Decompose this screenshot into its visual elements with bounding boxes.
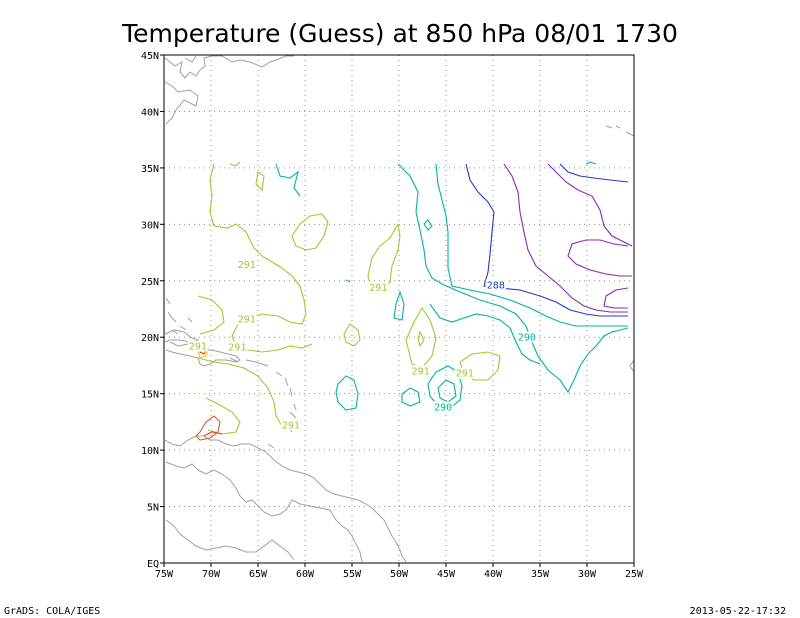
contour-label: 290 [518, 332, 536, 343]
contour-287-north [503, 163, 628, 313]
x-tick-label: 45W [437, 569, 456, 580]
x-tick-label: 40W [484, 569, 503, 580]
coastline-caribbean [165, 297, 297, 449]
contour-label: 291 [282, 421, 300, 432]
x-tick-label: 70W [202, 569, 221, 580]
contour-label-bg [187, 340, 208, 352]
contour-label-bg [368, 281, 389, 293]
contour-294-venezuela [195, 415, 221, 441]
footer-right: 2013-05-22-17:32 [690, 606, 786, 617]
contour-label: 290 [434, 402, 452, 413]
x-tick-label: 50W [390, 569, 409, 580]
contour-290-ring [427, 365, 463, 409]
contour-290-mid-west [393, 290, 405, 321]
contour-label-bg [236, 259, 257, 271]
y-tick-label: 30N [141, 220, 159, 231]
contour-291-north-west [209, 163, 313, 353]
contour-label: 291 [369, 283, 387, 294]
y-tick-label: 10N [141, 446, 159, 457]
contour-labels: 291 291 291 291 291 291 291 291 290 290 288 [187, 259, 537, 432]
contour-label: 291 [456, 369, 474, 380]
y-tick-label: EQ [147, 559, 159, 570]
contour-label-bg [227, 341, 248, 353]
y-tick-label: 15N [141, 390, 159, 401]
y-tick-label: 5N [147, 503, 159, 514]
temperature-contours [195, 161, 633, 441]
contour-290-north [275, 163, 629, 394]
y-tick-label: 40N [141, 107, 159, 118]
x-tick-label: 30W [578, 569, 597, 580]
contour-label-bg [410, 365, 431, 377]
coastline-north-america [164, 55, 294, 125]
coastline-africa [605, 125, 635, 373]
contour-288-top-right [559, 163, 629, 183]
x-tick-label: 25W [625, 569, 644, 580]
contour-label: 291 [189, 342, 207, 353]
coastlines [164, 55, 635, 563]
contour-288-north [465, 163, 628, 317]
y-tick-label: 20N [141, 333, 159, 344]
contour-label-bg [433, 401, 454, 413]
map-title: Temperature (Guess) at 850 hPa 08/01 173… [121, 19, 678, 48]
x-tick-label: 75W [155, 569, 174, 580]
contour-291-small-loop [291, 213, 329, 251]
contour-290-hook [429, 303, 541, 365]
axis-tick-labels: 75W 70W 65W 60W 55W 50W 45W 40W 35W 30W 25W EQ 5N 10N… [141, 51, 644, 580]
y-tick-label: 35N [141, 164, 159, 175]
y-tick-label: 45N [141, 51, 159, 62]
contour-287-east-b [567, 239, 632, 309]
contour-291-top [229, 161, 265, 192]
contour-label: 288 [487, 281, 505, 292]
contour-291-mid [367, 223, 401, 293]
contour-290-top-right [585, 161, 597, 165]
contour-label-bg [280, 419, 301, 431]
contour-label-bg [485, 279, 506, 291]
contour-label-bg [236, 313, 257, 325]
contour-label-bg [516, 331, 537, 343]
x-tick-label: 60W [296, 569, 315, 580]
contour-label: 291 [412, 366, 430, 377]
contour-label: 291 [228, 343, 246, 354]
coastline-cuba [164, 329, 200, 343]
coastline-south-america [164, 435, 407, 563]
x-tick-label: 35W [531, 569, 550, 580]
contour-291-tiny [343, 323, 361, 347]
x-tick-label: 65W [249, 569, 268, 580]
x-tick-label: 55W [343, 569, 362, 580]
contour-290-small-ring [335, 375, 421, 411]
y-tick-label: 25N [141, 277, 159, 288]
contour-290-east [435, 163, 628, 327]
contour-290-dot [345, 219, 433, 283]
contour-291-east-diamond [405, 306, 437, 369]
contour-287-east-a [547, 163, 633, 247]
contour-label: 291 [238, 314, 256, 325]
graticule-grid [164, 55, 634, 563]
contour-label: 291 [238, 260, 256, 271]
footer-left: GrADS: COLA/IGES [4, 606, 100, 617]
contour-291-gulf [197, 295, 293, 429]
contour-label-bg [454, 367, 475, 379]
coastline-south-america-inland [165, 461, 363, 563]
